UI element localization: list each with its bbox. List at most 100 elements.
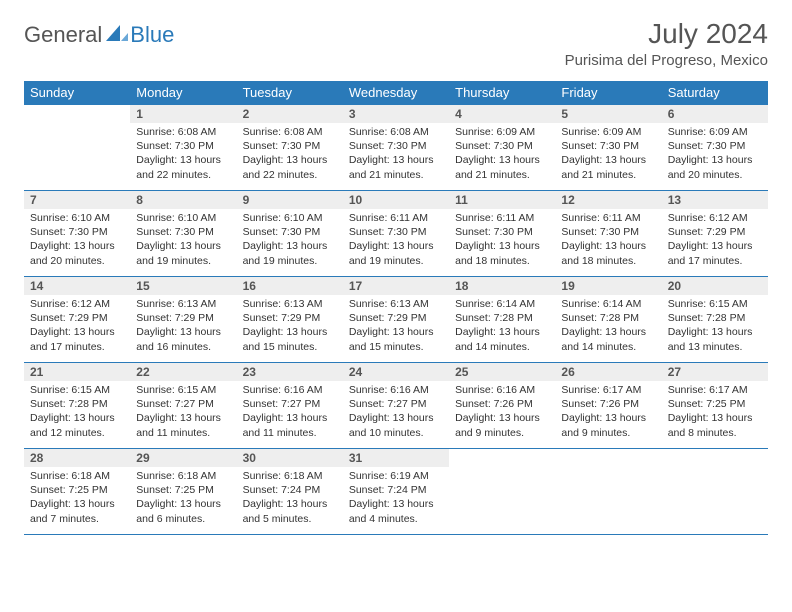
- daylight-text: Daylight: 13 hours and 4 minutes.: [349, 497, 443, 525]
- calendar-cell: 24Sunrise: 6:16 AMSunset: 7:27 PMDayligh…: [343, 363, 449, 449]
- sunset-text: Sunset: 7:27 PM: [243, 397, 337, 411]
- calendar-cell: [662, 449, 768, 535]
- logo-text-general: General: [24, 22, 102, 48]
- logo-sail-icon: [106, 23, 128, 48]
- sunrise-text: Sunrise: 6:15 AM: [136, 383, 230, 397]
- day-number: 23: [237, 363, 343, 381]
- sunset-text: Sunset: 7:24 PM: [349, 483, 443, 497]
- sunset-text: Sunset: 7:30 PM: [243, 225, 337, 239]
- daylight-text: Daylight: 13 hours and 20 minutes.: [668, 153, 762, 181]
- daylight-text: Daylight: 13 hours and 22 minutes.: [136, 153, 230, 181]
- calendar-cell: 19Sunrise: 6:14 AMSunset: 7:28 PMDayligh…: [555, 277, 661, 363]
- day-data: Sunrise: 6:11 AMSunset: 7:30 PMDaylight:…: [555, 209, 661, 272]
- day-data: Sunrise: 6:10 AMSunset: 7:30 PMDaylight:…: [237, 209, 343, 272]
- sunrise-text: Sunrise: 6:15 AM: [668, 297, 762, 311]
- calendar-cell: 23Sunrise: 6:16 AMSunset: 7:27 PMDayligh…: [237, 363, 343, 449]
- calendar-cell: 3Sunrise: 6:08 AMSunset: 7:30 PMDaylight…: [343, 105, 449, 191]
- sunrise-text: Sunrise: 6:16 AM: [455, 383, 549, 397]
- daylight-text: Daylight: 13 hours and 7 minutes.: [30, 497, 124, 525]
- daylight-text: Daylight: 13 hours and 9 minutes.: [561, 411, 655, 439]
- day-data: Sunrise: 6:09 AMSunset: 7:30 PMDaylight:…: [555, 123, 661, 186]
- day-number: 11: [449, 191, 555, 209]
- calendar-cell: 20Sunrise: 6:15 AMSunset: 7:28 PMDayligh…: [662, 277, 768, 363]
- day-data: Sunrise: 6:09 AMSunset: 7:30 PMDaylight:…: [662, 123, 768, 186]
- sunrise-text: Sunrise: 6:13 AM: [136, 297, 230, 311]
- calendar-cell: 6Sunrise: 6:09 AMSunset: 7:30 PMDaylight…: [662, 105, 768, 191]
- sunrise-text: Sunrise: 6:19 AM: [349, 469, 443, 483]
- sunset-text: Sunset: 7:30 PM: [561, 225, 655, 239]
- calendar-cell: 1Sunrise: 6:08 AMSunset: 7:30 PMDaylight…: [130, 105, 236, 191]
- sunrise-text: Sunrise: 6:09 AM: [668, 125, 762, 139]
- sunrise-text: Sunrise: 6:11 AM: [561, 211, 655, 225]
- sunrise-text: Sunrise: 6:14 AM: [561, 297, 655, 311]
- calendar-cell: 12Sunrise: 6:11 AMSunset: 7:30 PMDayligh…: [555, 191, 661, 277]
- sunset-text: Sunset: 7:25 PM: [668, 397, 762, 411]
- sunset-text: Sunset: 7:29 PM: [668, 225, 762, 239]
- sunset-text: Sunset: 7:29 PM: [30, 311, 124, 325]
- calendar-week: 28Sunrise: 6:18 AMSunset: 7:25 PMDayligh…: [24, 449, 768, 535]
- calendar-cell: 27Sunrise: 6:17 AMSunset: 7:25 PMDayligh…: [662, 363, 768, 449]
- sunset-text: Sunset: 7:28 PM: [30, 397, 124, 411]
- sunset-text: Sunset: 7:30 PM: [30, 225, 124, 239]
- daylight-text: Daylight: 13 hours and 12 minutes.: [30, 411, 124, 439]
- day-number: 4: [449, 105, 555, 123]
- sunrise-text: Sunrise: 6:10 AM: [243, 211, 337, 225]
- daylight-text: Daylight: 13 hours and 19 minutes.: [243, 239, 337, 267]
- day-number: 31: [343, 449, 449, 467]
- day-data: Sunrise: 6:18 AMSunset: 7:25 PMDaylight:…: [24, 467, 130, 530]
- day-data: Sunrise: 6:08 AMSunset: 7:30 PMDaylight:…: [343, 123, 449, 186]
- calendar-cell: 9Sunrise: 6:10 AMSunset: 7:30 PMDaylight…: [237, 191, 343, 277]
- sunset-text: Sunset: 7:25 PM: [136, 483, 230, 497]
- daylight-text: Daylight: 13 hours and 6 minutes.: [136, 497, 230, 525]
- day-header: Wednesday: [343, 81, 449, 105]
- daylight-text: Daylight: 13 hours and 19 minutes.: [136, 239, 230, 267]
- calendar-cell: 21Sunrise: 6:15 AMSunset: 7:28 PMDayligh…: [24, 363, 130, 449]
- calendar-cell: 29Sunrise: 6:18 AMSunset: 7:25 PMDayligh…: [130, 449, 236, 535]
- day-number: 29: [130, 449, 236, 467]
- daylight-text: Daylight: 13 hours and 18 minutes.: [455, 239, 549, 267]
- calendar-cell: 15Sunrise: 6:13 AMSunset: 7:29 PMDayligh…: [130, 277, 236, 363]
- sunset-text: Sunset: 7:30 PM: [455, 225, 549, 239]
- sunrise-text: Sunrise: 6:15 AM: [30, 383, 124, 397]
- day-number: 28: [24, 449, 130, 467]
- calendar-cell: 11 Sunrise: 6:11 AMSunset: 7:30 PMDayligh…: [449, 191, 555, 277]
- daylight-text: Daylight: 13 hours and 22 minutes.: [243, 153, 337, 181]
- calendar-cell: 26Sunrise: 6:17 AMSunset: 7:26 PMDayligh…: [555, 363, 661, 449]
- calendar-cell: [24, 105, 130, 191]
- day-number: 8: [130, 191, 236, 209]
- sunrise-text: Sunrise: 6:11 AM: [455, 211, 549, 225]
- day-number: 18: [449, 277, 555, 295]
- day-data: Sunrise: 6:18 AMSunset: 7:25 PMDaylight:…: [130, 467, 236, 530]
- daylight-text: Daylight: 13 hours and 21 minutes.: [349, 153, 443, 181]
- calendar-week: 14Sunrise: 6:12 AMSunset: 7:29 PMDayligh…: [24, 277, 768, 363]
- sunset-text: Sunset: 7:30 PM: [455, 139, 549, 153]
- day-number: 5: [555, 105, 661, 123]
- sunset-text: Sunset: 7:29 PM: [136, 311, 230, 325]
- daylight-text: Daylight: 13 hours and 11 minutes.: [136, 411, 230, 439]
- daylight-text: Daylight: 13 hours and 21 minutes.: [455, 153, 549, 181]
- day-data: Sunrise: 6:08 AMSunset: 7:30 PMDaylight:…: [237, 123, 343, 186]
- logo: General Blue: [24, 18, 174, 48]
- sunset-text: Sunset: 7:30 PM: [561, 139, 655, 153]
- sunrise-text: Sunrise: 6:17 AM: [668, 383, 762, 397]
- sunrise-text: Sunrise: 6:11 AM: [349, 211, 443, 225]
- daylight-text: Daylight: 13 hours and 5 minutes.: [243, 497, 337, 525]
- sunset-text: Sunset: 7:28 PM: [561, 311, 655, 325]
- day-number: 17: [343, 277, 449, 295]
- day-data: Sunrise: 6:10 AMSunset: 7:30 PMDaylight:…: [24, 209, 130, 272]
- day-header: Sunday: [24, 81, 130, 105]
- calendar-cell: 13Sunrise: 6:12 AMSunset: 7:29 PMDayligh…: [662, 191, 768, 277]
- sunrise-text: Sunrise: 6:18 AM: [30, 469, 124, 483]
- calendar-cell: 8Sunrise: 6:10 AMSunset: 7:30 PMDaylight…: [130, 191, 236, 277]
- calendar-cell: 25Sunrise: 6:16 AMSunset: 7:26 PMDayligh…: [449, 363, 555, 449]
- sunset-text: Sunset: 7:30 PM: [243, 139, 337, 153]
- calendar-cell: 16Sunrise: 6:13 AMSunset: 7:29 PMDayligh…: [237, 277, 343, 363]
- daylight-text: Daylight: 13 hours and 17 minutes.: [668, 239, 762, 267]
- day-number: 24: [343, 363, 449, 381]
- calendar-week: 1Sunrise: 6:08 AMSunset: 7:30 PMDaylight…: [24, 105, 768, 191]
- day-data: Sunrise: 6:12 AMSunset: 7:29 PMDaylight:…: [24, 295, 130, 358]
- day-header: Saturday: [662, 81, 768, 105]
- day-number: 7: [24, 191, 130, 209]
- day-header: Thursday: [449, 81, 555, 105]
- day-number: 25: [449, 363, 555, 381]
